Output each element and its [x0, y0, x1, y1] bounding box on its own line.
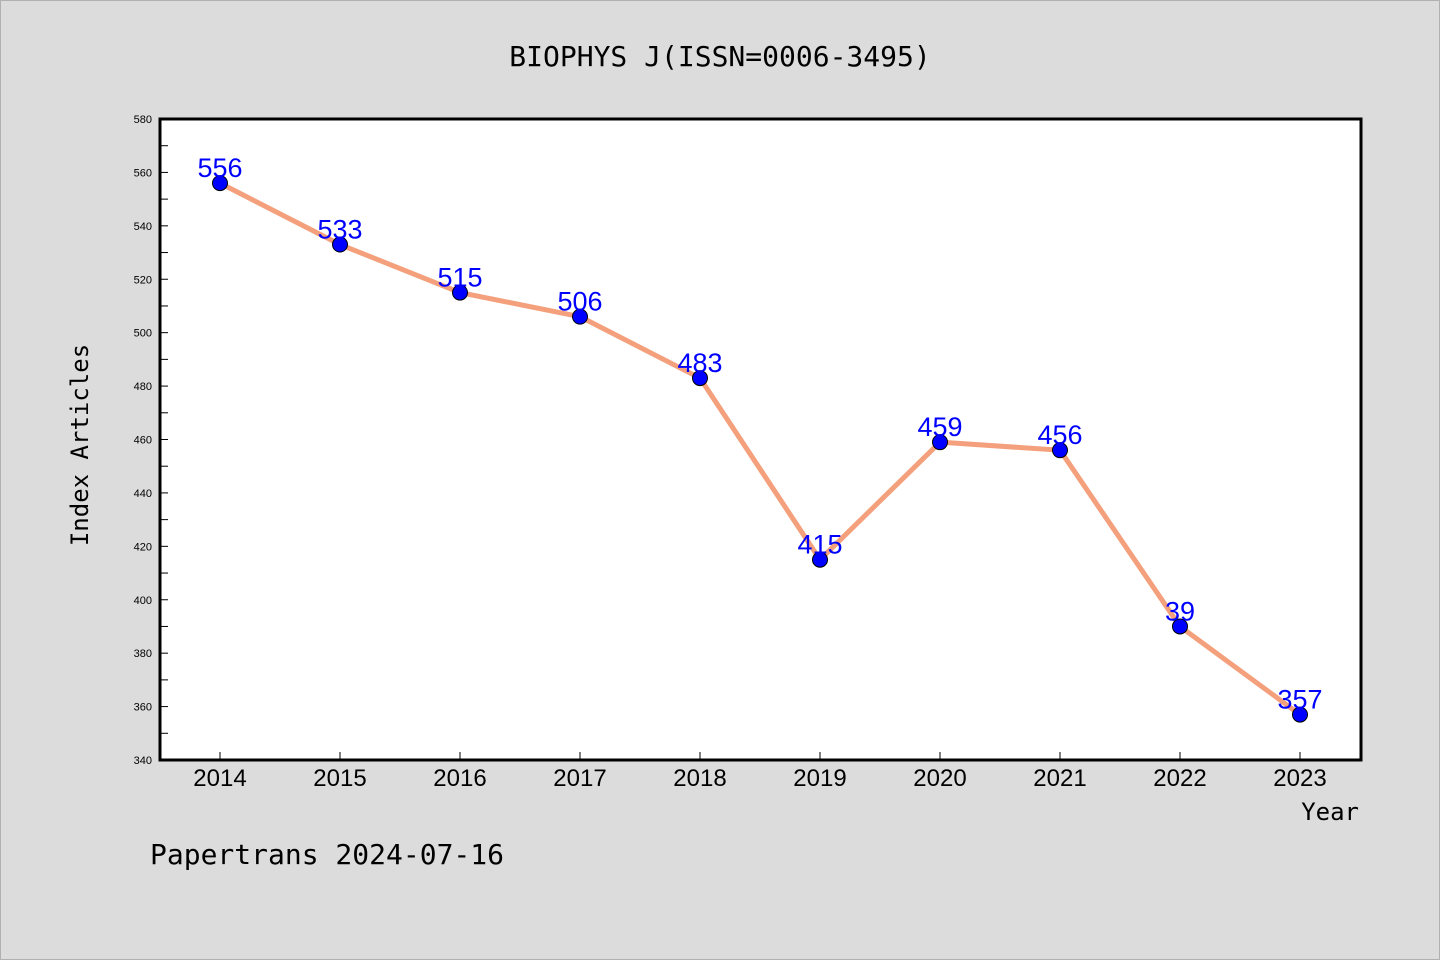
- x-tick-label: 2016: [433, 765, 486, 792]
- y-axis: 340 360 380 400 420 440 460 480 500 520 540 560 580: [134, 114, 168, 767]
- series-line: [217, 180, 1303, 718]
- x-axis-label: Year: [1301, 798, 1359, 826]
- x-axis: 2014 2015 2016 2017 2018 2019 2020 2021 2022 2023: [193, 752, 1327, 792]
- data-point: [1172, 618, 1188, 635]
- series-polyline: [217, 180, 1303, 718]
- data-label: 39: [1165, 596, 1195, 626]
- chart-title: BIOPHYS J(ISSN=0006-3495): [509, 40, 930, 73]
- y-tick-label: 480: [134, 381, 152, 393]
- data-label: 459: [917, 412, 962, 442]
- data-label: 456: [1037, 420, 1082, 450]
- data-label: 506: [557, 287, 602, 317]
- data-point: [212, 175, 228, 192]
- y-tick-label: 560: [134, 167, 152, 179]
- data-point: [692, 370, 708, 387]
- y-tick-label: 340: [134, 755, 152, 767]
- y-tick-label: 540: [134, 221, 152, 233]
- data-point: [932, 434, 948, 451]
- data-label: 483: [677, 348, 722, 378]
- y-tick-label: 400: [134, 595, 152, 607]
- x-tick-label: 2022: [1153, 765, 1206, 792]
- data-label: 515: [437, 263, 482, 293]
- data-label: 556: [197, 153, 242, 183]
- x-tick-label: 2017: [553, 765, 606, 792]
- data-point: [812, 551, 828, 568]
- y-tick-label: 420: [134, 541, 152, 553]
- data-label: 415: [797, 530, 842, 560]
- y-tick-label: 520: [134, 274, 152, 286]
- x-tick-label: 2018: [673, 765, 726, 792]
- plot-area: [158, 117, 1363, 762]
- data-point: [1052, 442, 1068, 459]
- x-tick-label: 2015: [313, 765, 366, 792]
- y-tick-label: 440: [134, 488, 152, 500]
- x-tick-label: 2020: [913, 765, 966, 792]
- data-label: 357: [1277, 685, 1322, 715]
- y-tick-label: 460: [134, 435, 152, 447]
- data-point: [332, 236, 348, 253]
- data-label: 533: [317, 215, 362, 245]
- data-labels: 556 533 515 506 483 415 459 456 39 357: [197, 153, 1322, 714]
- y-tick-label: 580: [134, 114, 152, 126]
- y-tick-label: 380: [134, 648, 152, 660]
- y-tick-label: 360: [134, 702, 152, 714]
- x-tick-label: 2014: [193, 765, 246, 792]
- footer-text: Papertrans 2024-07-16: [150, 838, 504, 871]
- y-axis-label: Index Articles: [66, 344, 94, 546]
- data-point: [572, 308, 588, 325]
- x-tick-label: 2023: [1273, 765, 1326, 792]
- series-markers: [212, 175, 1308, 723]
- data-point: [452, 284, 468, 301]
- y-tick-label: 500: [134, 328, 152, 340]
- data-point: [1292, 706, 1308, 723]
- x-tick-label: 2019: [793, 765, 846, 792]
- x-tick-label: 2021: [1033, 765, 1086, 792]
